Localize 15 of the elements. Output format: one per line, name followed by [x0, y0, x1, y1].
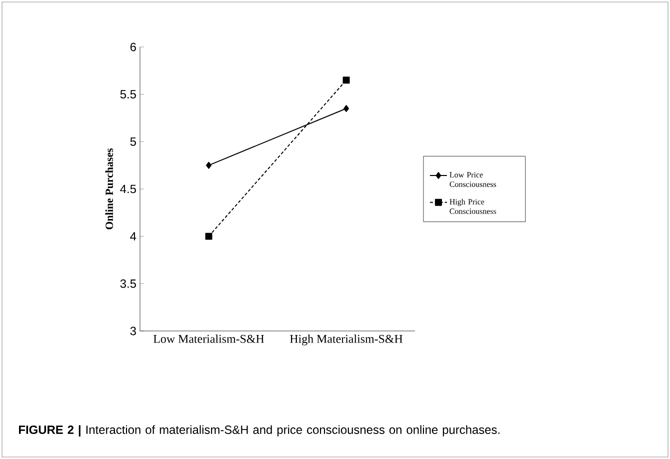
x-tick-label: Low Materialism-S&H: [153, 334, 264, 343]
y-tick-label: 4: [130, 232, 136, 240]
point: [342, 76, 350, 84]
point: [344, 105, 349, 112]
y-tick-label: 3.5: [120, 279, 136, 288]
y-tick-label: 5: [130, 137, 136, 146]
y-tick-label: 4.5: [120, 184, 136, 194]
point: [205, 232, 212, 240]
text: FIGURE 2 | Interaction of materialism-S&H and price consciousness on online purchases.: [19, 425, 500, 437]
y-axis-title: Online Purchases: [105, 148, 114, 230]
y-tick-label: 6: [130, 42, 136, 52]
point: [206, 162, 212, 169]
x-tick-label: High Materialism-S&H: [290, 334, 403, 346]
y-tick-label: 3: [130, 326, 136, 336]
y-tick-label: 5.5: [120, 90, 136, 98]
